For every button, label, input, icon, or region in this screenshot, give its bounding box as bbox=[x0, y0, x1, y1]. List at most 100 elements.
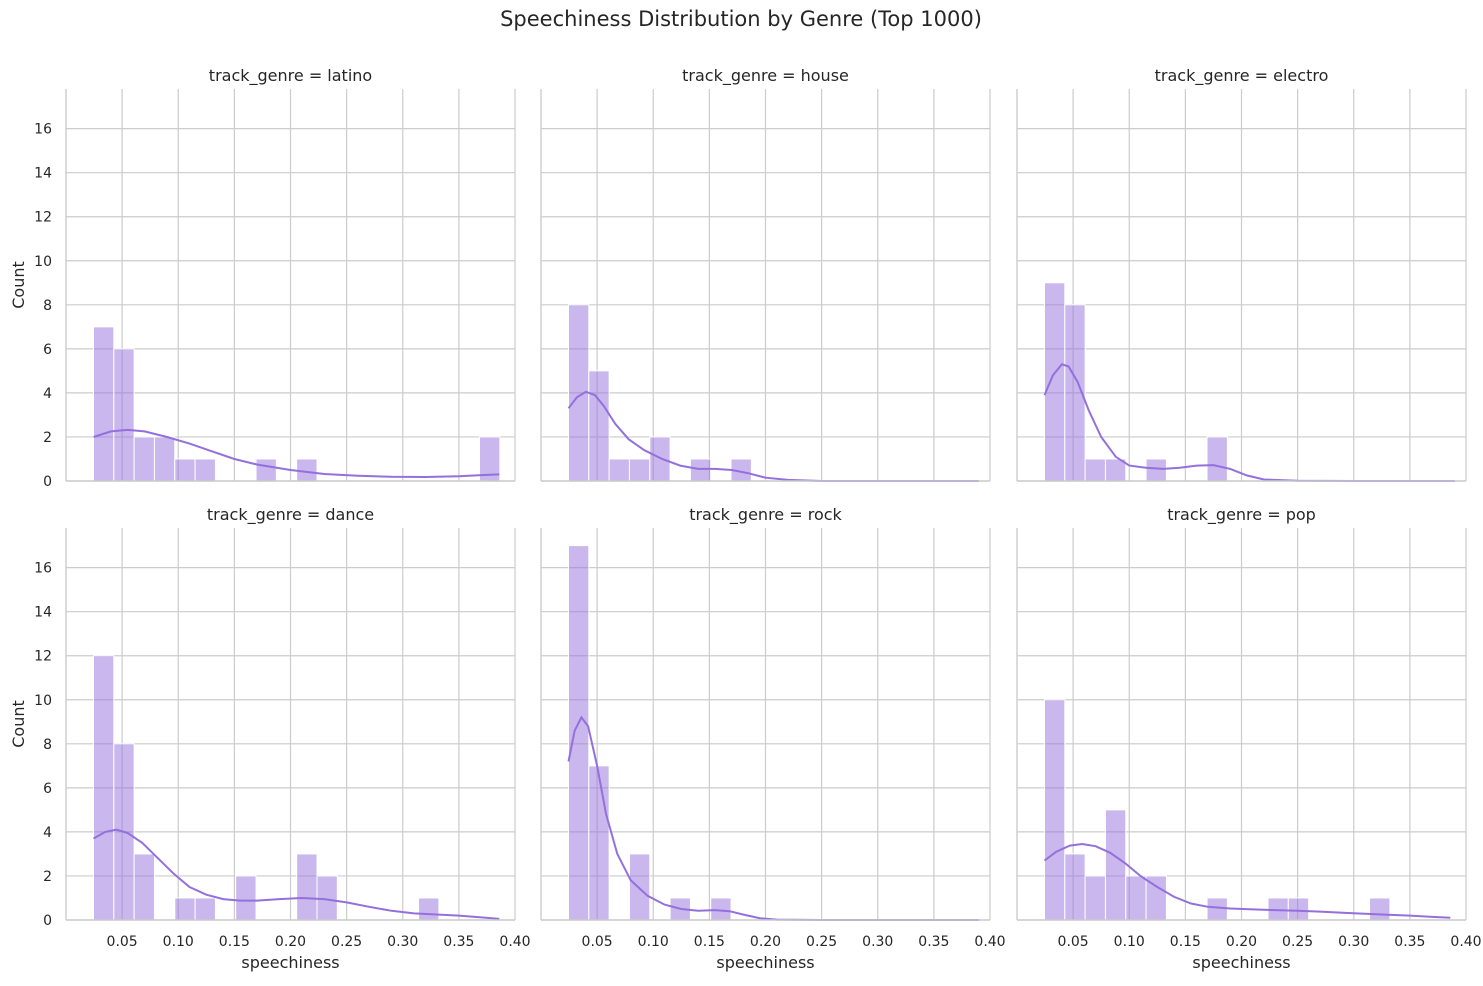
facet-panel-2: track_genre = electro bbox=[1016, 66, 1467, 482]
x-tick-label: 0.10 bbox=[1114, 934, 1145, 950]
x-tick-label: 0.10 bbox=[163, 934, 194, 950]
x-axis-label: speechiness bbox=[716, 953, 814, 972]
panel-title: track_genre = latino bbox=[209, 66, 372, 86]
y-tick-label: 14 bbox=[34, 605, 52, 621]
panel-title: track_genre = pop bbox=[1167, 505, 1316, 525]
histogram-bar bbox=[1064, 853, 1086, 921]
histogram-bar bbox=[710, 897, 732, 921]
histogram-bar bbox=[235, 875, 257, 921]
chart-title: Speechiness Distribution by Genre (Top 1… bbox=[500, 7, 982, 31]
histogram-bar bbox=[418, 897, 440, 921]
histogram-bar bbox=[1287, 897, 1310, 921]
histogram-bar bbox=[174, 458, 196, 482]
y-tick-label: 0 bbox=[43, 913, 52, 929]
x-tick-label: 0.35 bbox=[443, 934, 474, 950]
y-tick-label: 16 bbox=[34, 561, 52, 577]
y-tick-label: 2 bbox=[43, 430, 52, 446]
y-axis-label: Count bbox=[9, 700, 28, 748]
x-tick-label: 0.30 bbox=[862, 934, 893, 950]
y-tick-label: 4 bbox=[43, 825, 52, 841]
histogram-bar bbox=[296, 853, 318, 921]
x-tick-label: 0.25 bbox=[331, 934, 362, 950]
x-tick-label: 0.15 bbox=[694, 934, 725, 950]
kde-line bbox=[1043, 842, 1451, 919]
y-tick-label: 16 bbox=[34, 122, 52, 138]
x-axis-label: speechiness bbox=[1192, 953, 1290, 972]
histogram-bar bbox=[133, 853, 155, 921]
y-tick-label: 8 bbox=[43, 737, 52, 753]
histogram-bar bbox=[133, 436, 155, 482]
histogram-bar bbox=[628, 458, 651, 482]
histogram-bar bbox=[296, 458, 318, 482]
kde-line bbox=[93, 828, 500, 920]
y-tick-label: 14 bbox=[34, 166, 52, 182]
histogram-bar bbox=[608, 458, 630, 482]
histogram-bar bbox=[1044, 282, 1066, 482]
histogram-bar bbox=[588, 765, 610, 921]
histogram-bar bbox=[93, 655, 115, 921]
x-tick-label: 0.30 bbox=[387, 934, 418, 950]
panel-title: track_genre = electro bbox=[1155, 66, 1329, 86]
histogram-bar bbox=[194, 458, 216, 482]
x-tick-label: 0.10 bbox=[638, 934, 669, 950]
x-tick-label: 0.25 bbox=[806, 934, 837, 950]
panel-title: track_genre = dance bbox=[207, 505, 374, 525]
y-tick-label: 4 bbox=[43, 386, 52, 402]
histogram-bar bbox=[113, 348, 135, 482]
x-tick-label: 0.40 bbox=[1450, 934, 1481, 950]
y-tick-label: 0 bbox=[43, 474, 52, 490]
x-tick-label: 0.30 bbox=[1338, 934, 1369, 950]
histogram-bar bbox=[1084, 458, 1106, 482]
histogram-bar bbox=[1044, 699, 1066, 921]
histogram-bar bbox=[568, 545, 590, 921]
facet-panel-3: 0 2 4 6 8 10 12 14 16 0.05 0.10 0.15 0.20 0.25 0.30 0.3… bbox=[9, 505, 531, 972]
y-tick-label: 8 bbox=[43, 298, 52, 314]
histogram-bar bbox=[689, 458, 712, 482]
histogram-bar bbox=[1145, 458, 1167, 482]
histogram-bar bbox=[194, 897, 216, 921]
y-axis-label: Count bbox=[9, 261, 28, 309]
x-tick-label: 0.15 bbox=[1170, 934, 1201, 950]
x-tick-label: 0.20 bbox=[275, 934, 306, 950]
x-tick-label: 0.15 bbox=[219, 934, 250, 950]
facet-panel-5: 0.05 0.10 0.15 0.20 0.25 0.30 0.35 0.40 track_ge… bbox=[1016, 505, 1482, 972]
x-tick-label: 0.05 bbox=[1058, 934, 1089, 950]
panel-title: track_genre = house bbox=[682, 66, 849, 86]
histogram-bar bbox=[1369, 897, 1391, 921]
histogram-bar bbox=[153, 436, 176, 482]
x-tick-label: 0.20 bbox=[1226, 934, 1257, 950]
x-tick-label: 0.05 bbox=[582, 934, 613, 950]
y-tick-label: 10 bbox=[34, 693, 52, 709]
kde-line bbox=[1043, 363, 1455, 482]
histogram-bar bbox=[1104, 809, 1127, 921]
x-tick-label: 0.35 bbox=[1394, 934, 1425, 950]
kde-line bbox=[93, 428, 500, 479]
x-tick-label: 0.25 bbox=[1282, 934, 1313, 950]
y-tick-label: 12 bbox=[34, 649, 52, 665]
histogram-bar bbox=[1206, 436, 1228, 482]
histogram-bar bbox=[174, 897, 196, 921]
x-tick-label: 0.05 bbox=[107, 934, 138, 950]
histogram-bar bbox=[1125, 875, 1147, 921]
y-tick-label: 12 bbox=[34, 210, 52, 226]
x-axis-label: speechiness bbox=[241, 953, 339, 972]
y-tick-label: 10 bbox=[34, 254, 52, 270]
x-tick-label: 0.35 bbox=[918, 934, 949, 950]
facet-panel-1: track_genre = house bbox=[540, 66, 991, 482]
histogram-bar bbox=[628, 853, 651, 921]
y-tick-label: 6 bbox=[43, 342, 52, 358]
y-tick-label: 6 bbox=[43, 781, 52, 797]
panel-title: track_genre = rock bbox=[689, 505, 842, 525]
histogram-bar bbox=[93, 326, 115, 482]
facet-panel-4: 0.05 0.10 0.15 0.20 0.25 0.30 0.35 0.40 track_ge… bbox=[540, 505, 1006, 972]
facet-panel-0: 0 2 4 6 8 10 12 14 16 track_genre = latino Count bbox=[9, 66, 516, 490]
histogram-bar bbox=[1084, 875, 1106, 921]
histogram-bar bbox=[255, 458, 277, 482]
x-tick-label: 0.40 bbox=[974, 934, 1005, 950]
x-tick-label: 0.40 bbox=[499, 934, 530, 950]
y-tick-label: 2 bbox=[43, 869, 52, 885]
histogram-bar bbox=[588, 370, 610, 482]
x-tick-label: 0.20 bbox=[750, 934, 781, 950]
